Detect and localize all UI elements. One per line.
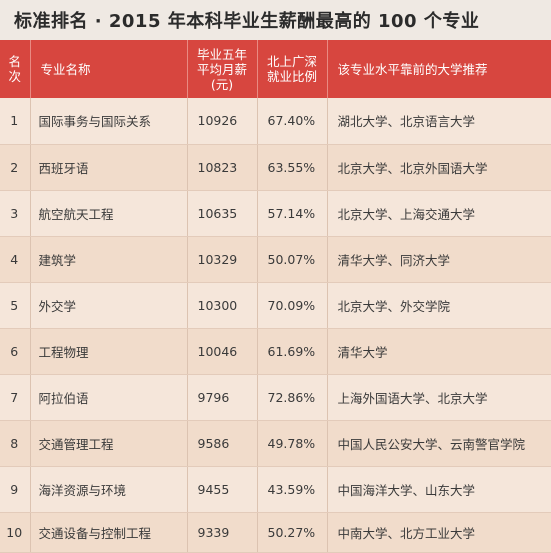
schools-cell: 中南大学、北方工业大学: [327, 512, 551, 553]
salary-cell: 10046: [187, 328, 258, 375]
header-ratio-label: 北上广深就业比例: [266, 54, 317, 84]
schools-cell: 中国人民公安大学、云南警官学院: [327, 420, 551, 467]
major-cell: 西班牙语: [30, 144, 188, 191]
table-header: 名次 专业名称 毕业五年平均月薪(元) 北上广深就业比例 该专业水平靠前的大学推…: [0, 40, 551, 98]
ratio-cell: 72.86%: [257, 374, 328, 421]
schools-cell: 北京大学、上海交通大学: [327, 190, 551, 237]
header-rank-label: 名次: [8, 54, 21, 84]
rank-cell: 10: [0, 512, 31, 553]
table-row: 6 工程物理 10046 61.69% 清华大学: [0, 328, 551, 375]
table-row: 1 国际事务与国际关系 10926 67.40% 湖北大学、北京语言大学: [0, 98, 551, 145]
rank-cell: 9: [0, 466, 31, 513]
rank-cell: 5: [0, 282, 31, 329]
salary-ranking-table: 名次 专业名称 毕业五年平均月薪(元) 北上广深就业比例 该专业水平靠前的大学推…: [0, 40, 551, 553]
salary-cell: 9796: [187, 374, 258, 421]
ratio-cell: 57.14%: [257, 190, 328, 237]
header-rank: 名次: [0, 40, 31, 98]
table-row: 7 阿拉伯语 9796 72.86% 上海外国语大学、北京大学: [0, 374, 551, 421]
schools-cell: 上海外国语大学、北京大学: [327, 374, 551, 421]
table-row: 10 交通设备与控制工程 9339 50.27% 中南大学、北方工业大学: [0, 512, 551, 553]
ratio-cell: 50.07%: [257, 236, 328, 283]
rank-cell: 3: [0, 190, 31, 237]
salary-cell: 9455: [187, 466, 258, 513]
major-cell: 交通设备与控制工程: [30, 512, 188, 553]
header-row: 名次 专业名称 毕业五年平均月薪(元) 北上广深就业比例 该专业水平靠前的大学推…: [0, 40, 551, 98]
table-body: 1 国际事务与国际关系 10926 67.40% 湖北大学、北京语言大学 2 西…: [0, 98, 551, 553]
rank-cell: 6: [0, 328, 31, 375]
rank-cell: 7: [0, 374, 31, 421]
table-row: 8 交通管理工程 9586 49.78% 中国人民公安大学、云南警官学院: [0, 420, 551, 467]
ratio-cell: 67.40%: [257, 98, 328, 145]
major-cell: 建筑学: [30, 236, 188, 283]
salary-cell: 10635: [187, 190, 258, 237]
rank-cell: 8: [0, 420, 31, 467]
schools-cell: 清华大学、同济大学: [327, 236, 551, 283]
major-cell: 交通管理工程: [30, 420, 188, 467]
major-cell: 工程物理: [30, 328, 188, 375]
major-cell: 国际事务与国际关系: [30, 98, 188, 145]
ratio-cell: 50.27%: [257, 512, 328, 553]
rank-cell: 1: [0, 98, 31, 145]
header-schools: 该专业水平靠前的大学推荐: [327, 40, 551, 98]
schools-cell: 中国海洋大学、山东大学: [327, 466, 551, 513]
salary-cell: 10329: [187, 236, 258, 283]
major-cell: 阿拉伯语: [30, 374, 188, 421]
salary-cell: 10926: [187, 98, 258, 145]
header-salary-label: 毕业五年平均月薪(元): [196, 46, 247, 92]
salary-cell: 10300: [187, 282, 258, 329]
header-ratio: 北上广深就业比例: [257, 40, 328, 98]
schools-cell: 湖北大学、北京语言大学: [327, 98, 551, 145]
schools-cell: 北京大学、外交学院: [327, 282, 551, 329]
salary-cell: 10823: [187, 144, 258, 191]
ratio-cell: 70.09%: [257, 282, 328, 329]
major-cell: 海洋资源与环境: [30, 466, 188, 513]
ratio-cell: 61.69%: [257, 328, 328, 375]
schools-cell: 清华大学: [327, 328, 551, 375]
table-row: 3 航空航天工程 10635 57.14% 北京大学、上海交通大学: [0, 190, 551, 237]
table-row: 2 西班牙语 10823 63.55% 北京大学、北京外国语大学: [0, 144, 551, 191]
rank-cell: 2: [0, 144, 31, 191]
schools-cell: 北京大学、北京外国语大学: [327, 144, 551, 191]
table-row: 5 外交学 10300 70.09% 北京大学、外交学院: [0, 282, 551, 329]
table-row: 4 建筑学 10329 50.07% 清华大学、同济大学: [0, 236, 551, 283]
header-salary: 毕业五年平均月薪(元): [187, 40, 258, 98]
rank-cell: 4: [0, 236, 31, 283]
page-title: 标准排名 · 2015 年本科毕业生薪酬最高的 100 个专业: [0, 0, 551, 40]
table-row: 9 海洋资源与环境 9455 43.59% 中国海洋大学、山东大学: [0, 466, 551, 513]
major-cell: 航空航天工程: [30, 190, 188, 237]
ratio-cell: 49.78%: [257, 420, 328, 467]
major-cell: 外交学: [30, 282, 188, 329]
ratio-cell: 43.59%: [257, 466, 328, 513]
salary-cell: 9339: [187, 512, 258, 553]
salary-cell: 9586: [187, 420, 258, 467]
ratio-cell: 63.55%: [257, 144, 328, 191]
header-major: 专业名称: [30, 40, 188, 98]
